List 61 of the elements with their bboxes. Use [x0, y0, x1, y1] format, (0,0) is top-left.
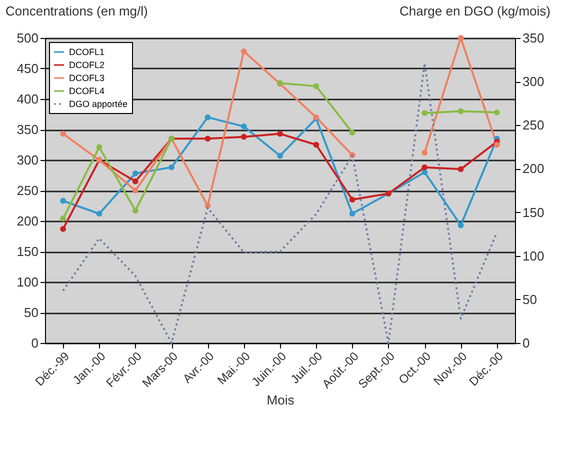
point — [168, 164, 174, 170]
point — [277, 130, 283, 137]
point — [422, 169, 428, 176]
legend-label: DCOFL2 — [69, 60, 105, 70]
legend-label: DCOFL1 — [69, 47, 105, 57]
y-tick-label: 300 — [16, 152, 38, 168]
y-tick-label: 0 — [31, 336, 38, 350]
point — [458, 35, 464, 41]
point — [349, 210, 356, 217]
point — [313, 83, 320, 90]
point — [96, 210, 102, 217]
point — [349, 196, 356, 203]
point — [422, 150, 428, 156]
y-tick-label: 400 — [16, 92, 38, 106]
y2-tick-label: 350 — [522, 30, 544, 46]
point — [494, 109, 500, 116]
point — [60, 198, 66, 204]
point — [313, 142, 320, 148]
point — [240, 48, 247, 54]
y2-tick-label: 250 — [522, 118, 544, 133]
point — [458, 108, 464, 114]
point — [132, 188, 138, 194]
y-tick-label: 100 — [16, 274, 38, 290]
point — [132, 208, 138, 214]
point — [60, 226, 66, 232]
y-tick-label: 350 — [16, 122, 38, 137]
point — [458, 166, 464, 172]
point — [494, 142, 500, 148]
point — [204, 136, 211, 142]
y-tick-label: 150 — [16, 244, 38, 259]
point — [132, 170, 138, 176]
point — [60, 130, 66, 137]
point — [240, 124, 247, 130]
y-tick-label: 200 — [16, 214, 38, 228]
point — [96, 144, 102, 150]
point — [277, 152, 283, 159]
y2-tick-label: 0 — [522, 336, 530, 350]
y2-tick-label: 300 — [522, 74, 544, 90]
point — [458, 222, 464, 228]
y2-axis-title: Charge en DGO (kg/mois) — [400, 4, 550, 18]
y-tick-label: 500 — [16, 30, 38, 46]
point — [60, 216, 66, 222]
point — [204, 114, 211, 120]
y2-tick-label: 50 — [522, 292, 537, 307]
legend-label: DGO apportée — [69, 99, 128, 109]
point — [422, 164, 428, 170]
point — [240, 134, 247, 140]
y-tick-label: 50 — [24, 305, 38, 320]
y2-tick-label: 100 — [522, 248, 544, 264]
y-axis-title: Concentrations (en mg/l) — [6, 4, 148, 18]
point — [132, 178, 138, 184]
legend-label: DCOFL3 — [69, 73, 105, 83]
y-tick-label: 450 — [16, 61, 38, 76]
line-series — [62, 62, 498, 344]
x-axis-title: Mois — [266, 392, 295, 408]
point — [349, 130, 356, 136]
point — [422, 110, 428, 116]
y-tick-label: 250 — [16, 183, 38, 198]
legend-label: DCOFL4 — [69, 86, 105, 96]
y2-tick-label: 200 — [522, 161, 544, 176]
y2-tick-label: 150 — [522, 204, 544, 220]
